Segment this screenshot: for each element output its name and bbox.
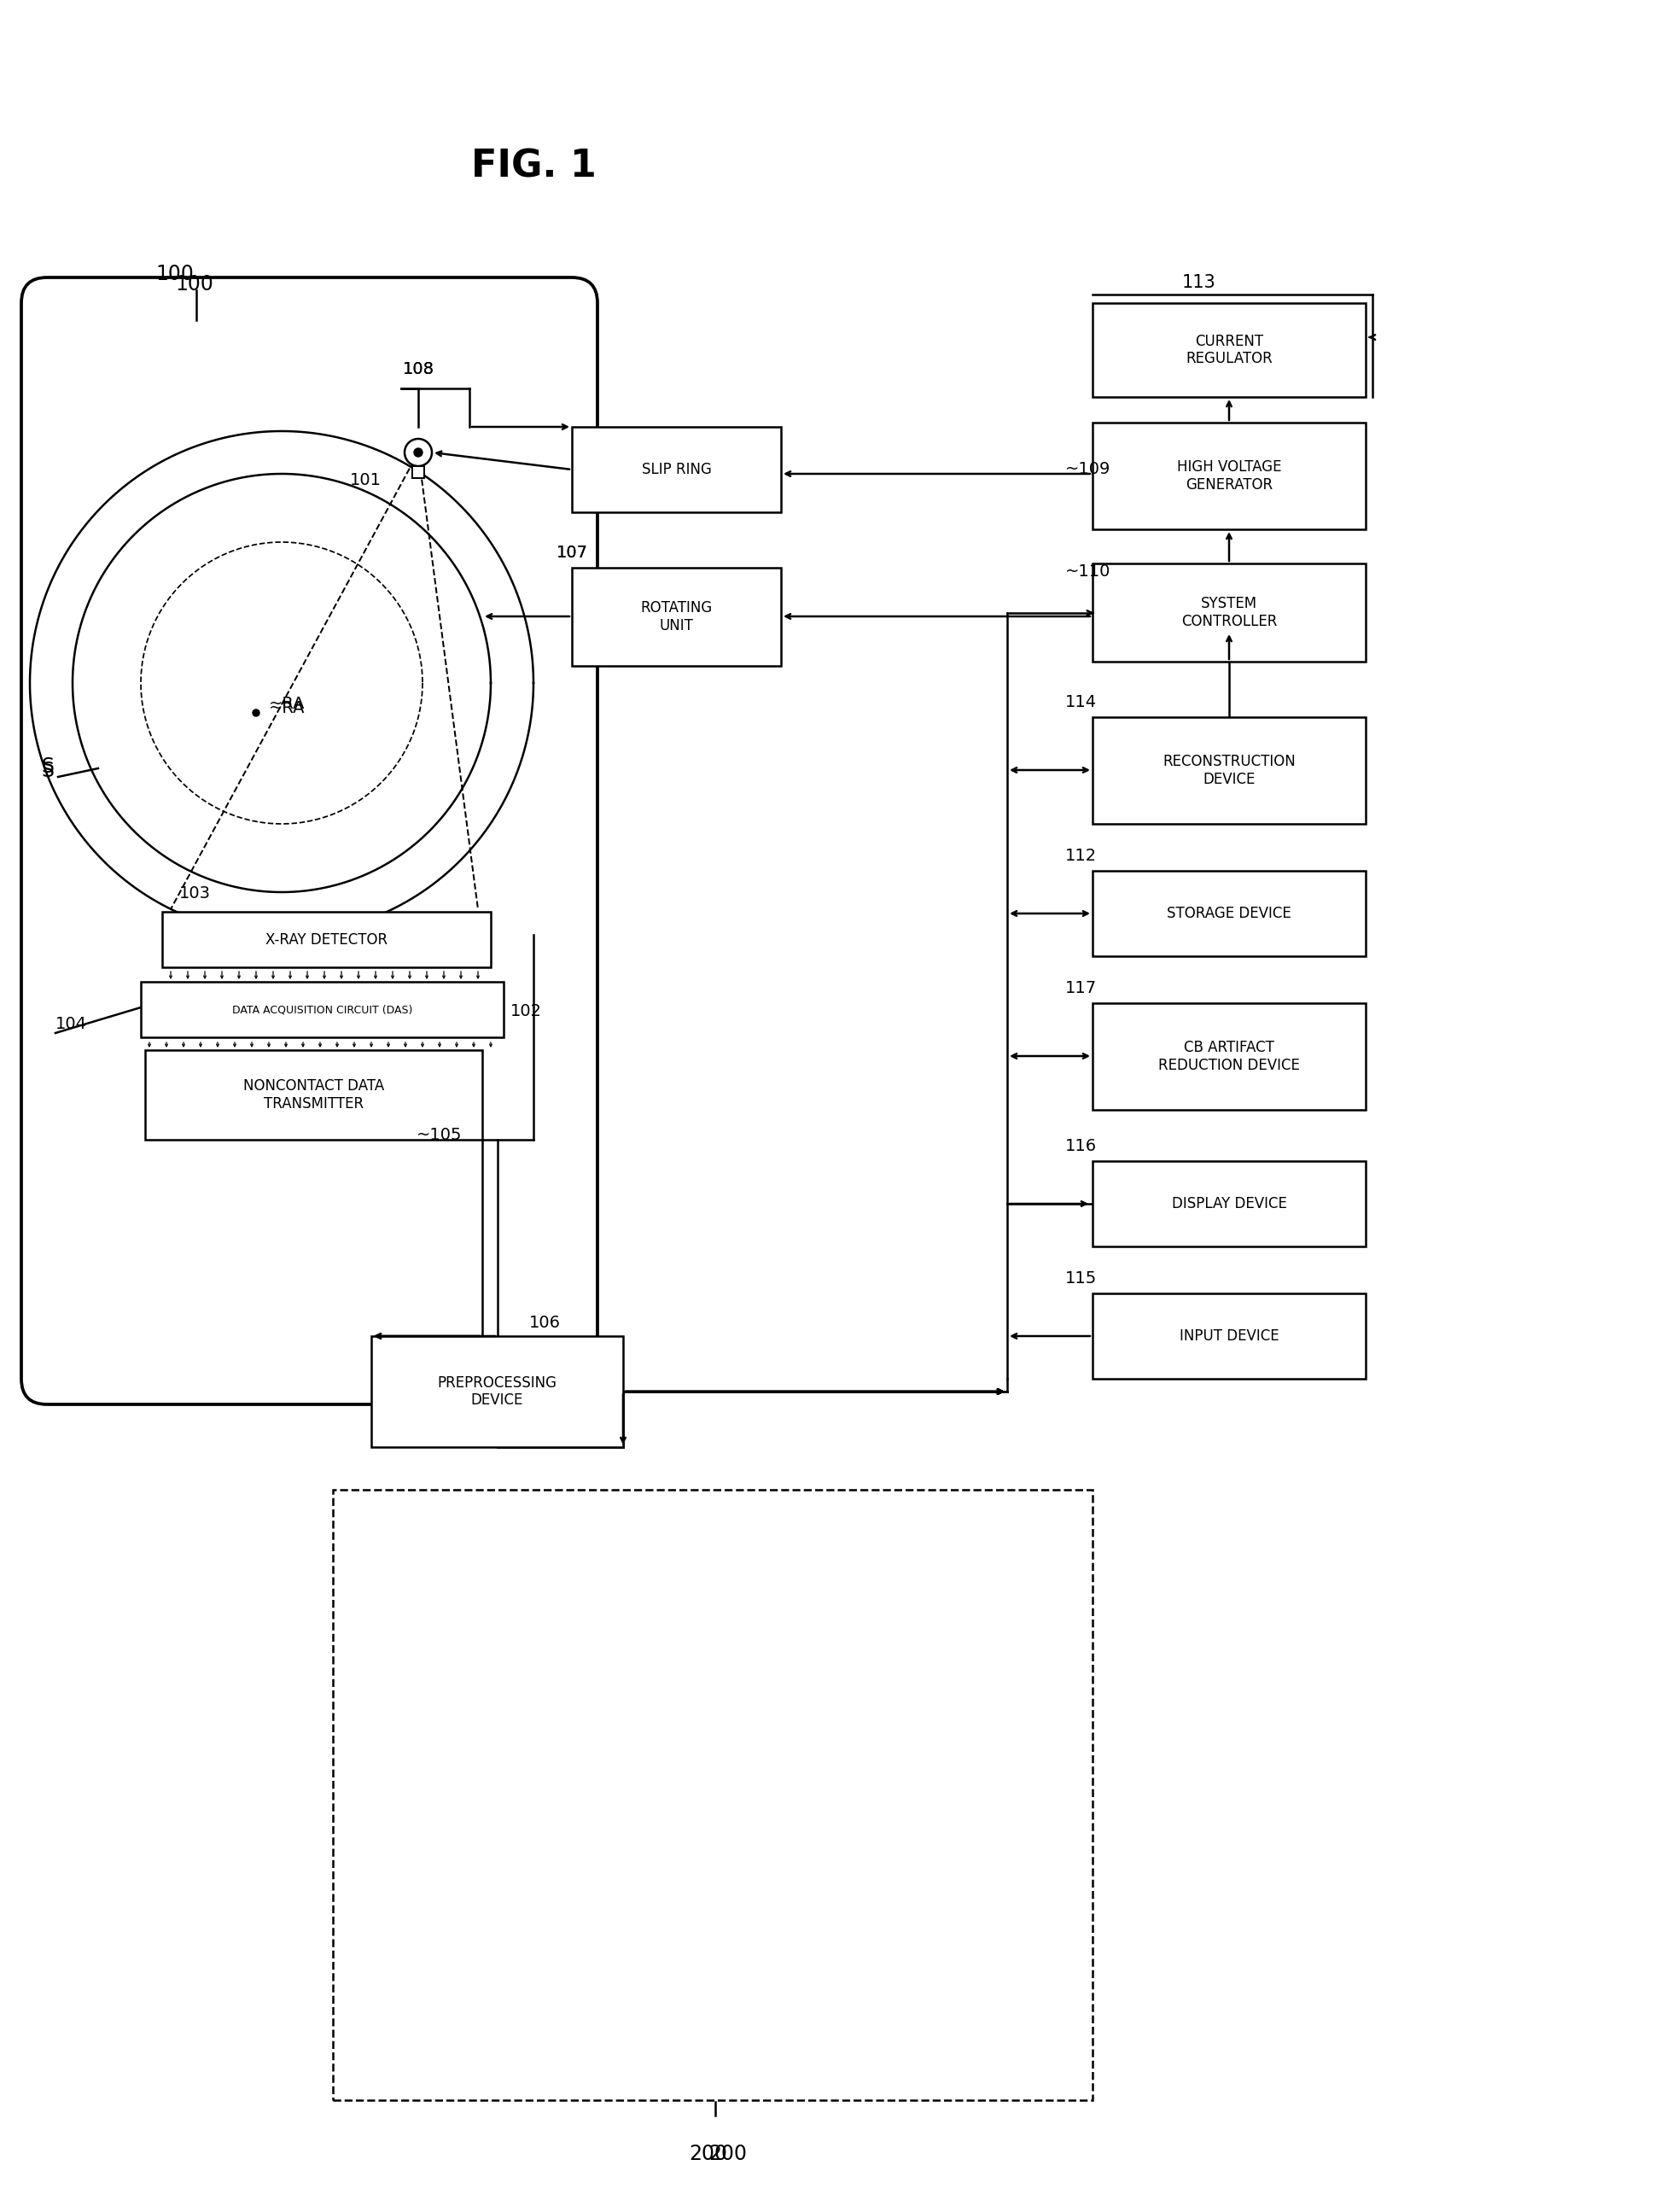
Text: 108: 108 [402, 361, 435, 378]
Text: 114: 114 [1066, 695, 1097, 710]
Text: ~110: ~110 [1066, 564, 1111, 580]
Text: NONCONTACT DATA
TRANSMITTER: NONCONTACT DATA TRANSMITTER [243, 1077, 384, 1110]
Text: S: S [41, 761, 53, 781]
Text: SYSTEM
CONTROLLER: SYSTEM CONTROLLER [1182, 595, 1278, 628]
Text: 104: 104 [56, 1015, 88, 1033]
Text: 103: 103 [179, 885, 210, 902]
Text: ~105: ~105 [417, 1126, 462, 1144]
Circle shape [404, 438, 432, 467]
Text: 117: 117 [1066, 980, 1097, 995]
Text: DATA ACQUISITION CIRCUIT (DAS): DATA ACQUISITION CIRCUIT (DAS) [232, 1004, 412, 1015]
Bar [1092, 564, 1365, 661]
Text: 102: 102 [510, 1002, 541, 1020]
Text: FIG. 1: FIG. 1 [470, 148, 596, 186]
Text: ROTATING
UNIT: ROTATING UNIT [640, 599, 712, 633]
Bar [333, 1489, 1092, 2099]
Text: 108: 108 [402, 361, 435, 378]
Text: 112: 112 [1066, 847, 1097, 865]
Text: 200: 200 [688, 2143, 728, 2163]
Bar [1092, 872, 1365, 956]
Text: ~RA: ~RA [268, 699, 305, 717]
Bar [162, 911, 492, 967]
Circle shape [414, 449, 422, 456]
Circle shape [253, 710, 260, 717]
Text: S: S [41, 757, 53, 776]
Text: X-RAY DETECTOR: X-RAY DETECTOR [265, 931, 387, 947]
Bar [1092, 1002, 1365, 1110]
Bar [1092, 717, 1365, 823]
Text: CB ARTIFACT
REDUCTION DEVICE: CB ARTIFACT REDUCTION DEVICE [1158, 1040, 1299, 1073]
Text: SLIP RING: SLIP RING [642, 462, 712, 478]
Text: CURRENT
REGULATOR: CURRENT REGULATOR [1185, 334, 1273, 367]
Text: 115: 115 [1066, 1270, 1097, 1287]
Text: 100: 100 [175, 274, 213, 294]
Text: 107: 107 [556, 544, 588, 562]
Text: INPUT DEVICE: INPUT DEVICE [1180, 1329, 1279, 1343]
Text: 113: 113 [1182, 274, 1216, 292]
Text: 116: 116 [1066, 1137, 1097, 1155]
Bar [573, 427, 781, 513]
Text: RECONSTRUCTION
DEVICE: RECONSTRUCTION DEVICE [1162, 754, 1296, 787]
Bar [1092, 1294, 1365, 1378]
Text: HIGH VOLTAGE
GENERATOR: HIGH VOLTAGE GENERATOR [1177, 460, 1281, 493]
Text: DISPLAY DEVICE: DISPLAY DEVICE [1172, 1197, 1286, 1212]
Text: PREPROCESSING
DEVICE: PREPROCESSING DEVICE [437, 1376, 558, 1409]
Text: ~109: ~109 [1066, 460, 1111, 478]
Bar [1092, 1161, 1365, 1245]
Bar [412, 467, 424, 478]
Bar [141, 982, 503, 1037]
Text: 107: 107 [556, 544, 588, 562]
Bar [1092, 422, 1365, 529]
Text: ~RA: ~RA [268, 697, 305, 712]
Text: 106: 106 [530, 1314, 561, 1332]
Bar [371, 1336, 622, 1447]
Bar [573, 568, 781, 666]
Text: 200: 200 [708, 2143, 746, 2163]
FancyBboxPatch shape [22, 276, 597, 1405]
Text: STORAGE DEVICE: STORAGE DEVICE [1167, 905, 1291, 920]
Text: 100: 100 [156, 263, 194, 285]
Bar [1092, 303, 1365, 396]
Bar [146, 1051, 482, 1139]
Text: 101: 101 [349, 471, 382, 489]
